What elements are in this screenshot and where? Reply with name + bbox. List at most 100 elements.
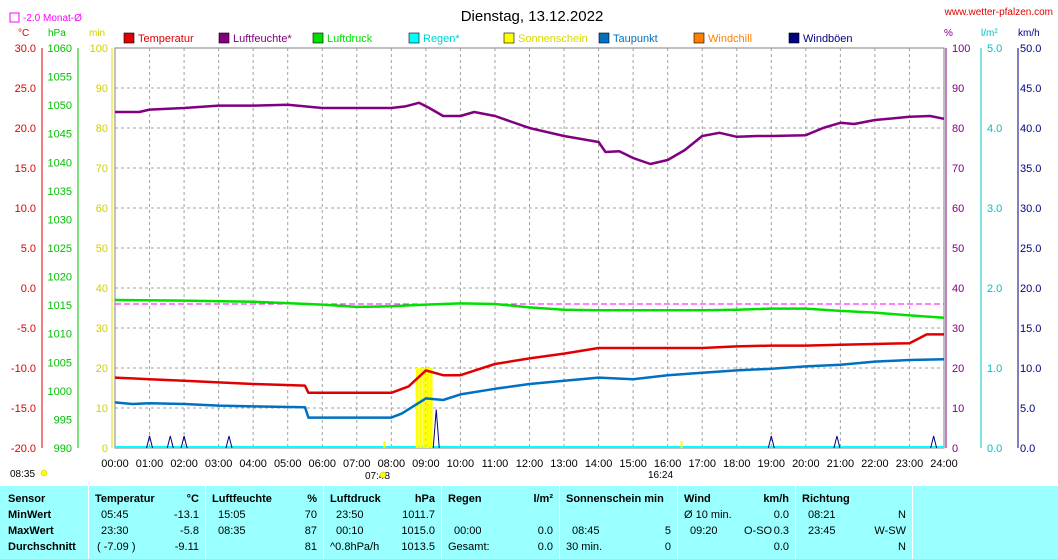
sunshine-bar (426, 368, 430, 448)
temperature-tick-label: 5.0 (21, 243, 36, 255)
wind-tick-label: 15.0 (1020, 323, 1041, 335)
x-tick-label: 00:00 (101, 458, 129, 470)
stats-rain-max-value: 0.0 (537, 525, 553, 537)
humidity-unit: % (944, 28, 953, 39)
minutes-tick-label: 20 (96, 363, 108, 375)
pressure-unit: hPa (48, 28, 66, 39)
stats-hum-min-value: 70 (304, 509, 317, 521)
minutes-tick-label: 100 (90, 43, 108, 55)
humidity-tick-label: 0 (952, 443, 958, 455)
humidity-tick-label: 10 (952, 403, 964, 415)
rain-tick-label: 5.0 (987, 43, 1002, 55)
stats-humidity-unit: % (307, 493, 317, 505)
humidity-tick-label: 50 (952, 243, 964, 255)
x-tick-label: 07:00 (343, 458, 371, 470)
weather-chart: Dienstag, 13.12.2022 www.wetter-pfalzen.… (9, 7, 1053, 482)
minutes-tick-label: 10 (96, 403, 108, 415)
pressure-tick-label: 1050 (48, 100, 72, 112)
legend-swatch (598, 32, 610, 44)
stats-rain-total-value: 0.0 (537, 541, 553, 553)
stats-col-sunshine: Sonnenschein min 08:45 5 30 min. 0 (560, 486, 677, 559)
legend-label: Temperatur (138, 33, 194, 45)
x-tick-label: 19:00 (758, 458, 786, 470)
wind-tick-label: 40.0 (1020, 123, 1041, 135)
grid (114, 47, 945, 449)
stats-temperature-header: Temperatur (95, 493, 155, 505)
stats-press-trend: ^0.8hPa/h (330, 541, 380, 553)
temperature-tick-label: 15.0 (15, 163, 36, 175)
period-start-icon (40, 469, 48, 477)
temperature-tick-label: -10.0 (11, 363, 36, 375)
stats-wind-max-dir: O-SO (744, 525, 773, 537)
x-tick-label: 08:00 (378, 458, 406, 470)
rain-tick-label: 4.0 (987, 123, 1002, 135)
temperature-tick-label: 0.0 (21, 283, 36, 295)
wind-tick-label: 35.0 (1020, 163, 1041, 175)
stats-sun-max-value: 5 (664, 525, 671, 537)
x-tick-label: 22:00 (861, 458, 889, 470)
stats-dir-min-value: N (898, 509, 906, 521)
period-start-label: 08:35 (10, 469, 35, 480)
gust-spike (166, 435, 174, 449)
pressure-tick-label: 1005 (48, 357, 72, 369)
stats-temp-avg-note: ( -7.09 ) (97, 541, 136, 553)
x-tick-label: 16:00 (654, 458, 682, 470)
chart-title: Dienstag, 13.12.2022 (461, 8, 604, 25)
wind-tick-label: 20.0 (1020, 283, 1041, 295)
gust-spike (930, 435, 938, 449)
legend: Temperatur Luftfeuchte* Luftdruck Regen* Son… (123, 32, 853, 45)
x-tick-label: 20:00 (792, 458, 820, 470)
stats-temp-max-value: -5.8 (180, 525, 199, 537)
wind-tick-label: 30.0 (1020, 203, 1041, 215)
stats-max-label: MaxWert (8, 525, 54, 537)
temperature-tick-label: -20.0 (11, 443, 36, 455)
pressure-tick-label: 1025 (48, 243, 72, 255)
wind-tick-label: 0.0 (1020, 443, 1035, 455)
stats-col-direction: Richtung 08:21 N 23:45 W-SW N (796, 486, 912, 559)
rain-tick-label: 0.0 (987, 443, 1002, 455)
monthly-avg-legend-icon (9, 12, 20, 23)
legend-swatch (693, 32, 705, 44)
humidity-tick-label: 80 (952, 123, 964, 135)
stats-col-labels: Sensor MinWert MaxWert Durchschnitt (0, 486, 88, 559)
stats-sun-max-time: 08:45 (572, 525, 600, 537)
x-tick-label: 11:00 (482, 458, 509, 470)
stats-col-humidity: Luftfeuchte % 15:05 70 08:35 87 81 (206, 486, 323, 559)
x-tick-label: 03:00 (205, 458, 233, 470)
series-line-luftfeuchte (115, 101, 945, 166)
rain-tick-label: 1.0 (987, 363, 1002, 375)
stats-temp-max-time: 23:30 (101, 525, 129, 537)
site-link[interactable]: www.wetter-pfalzen.com (944, 7, 1053, 18)
series-line-temperatur (114, 333, 944, 395)
temperature-tick-label: 25.0 (15, 83, 36, 95)
rain-tick-label: 3.0 (987, 203, 1002, 215)
sunset-marker (680, 441, 683, 448)
wind-tick-label: 25.0 (1020, 243, 1041, 255)
x-tick-label: 23:00 (896, 458, 924, 470)
pressure-tick-label: 995 (54, 414, 72, 426)
rain-tick-label: 2.0 (987, 283, 1002, 295)
stats-wind-avg10-value: 0.0 (773, 509, 789, 521)
stats-hum-max-value: 87 (304, 525, 317, 537)
stats-temperature-unit: °C (186, 493, 199, 505)
stats-sunshine-header: Sonnenschein min (566, 493, 664, 505)
pressure-tick-label: 990 (54, 443, 72, 455)
stats-col-wind: Wind km/h Ø 10 min. 0.0 09:20 O-SO 0.3 0… (678, 486, 795, 559)
sunshine-bar (422, 368, 426, 448)
legend-label: Taupunkt (613, 33, 658, 45)
sunrise-icon (379, 471, 387, 479)
legend-label: Luftfeuchte* (233, 33, 292, 45)
minutes-tick-label: 60 (96, 203, 108, 215)
stats-temp-min-time: 05:45 (101, 509, 129, 521)
stats-rain-unit: l/m² (533, 493, 553, 505)
sunset-label: 16:24 (648, 470, 673, 481)
axes: 30.0 25.0 20.0 15.0 10.0 5.0 0.0 -5.0 -10.0 -15.0… (11, 43, 1042, 455)
gust-spike (146, 435, 154, 449)
x-tick-label: 09:00 (412, 458, 440, 470)
stats-pressure-header: Luftdruck (330, 493, 381, 505)
stats-press-max-value: 1015.0 (401, 525, 435, 537)
legend-swatch (503, 32, 515, 44)
gust-spike (180, 435, 188, 449)
x-tick-labels: 00:00 01:00 02:00 03:00 04:00 05:00 06:00 07:00… (101, 458, 958, 470)
